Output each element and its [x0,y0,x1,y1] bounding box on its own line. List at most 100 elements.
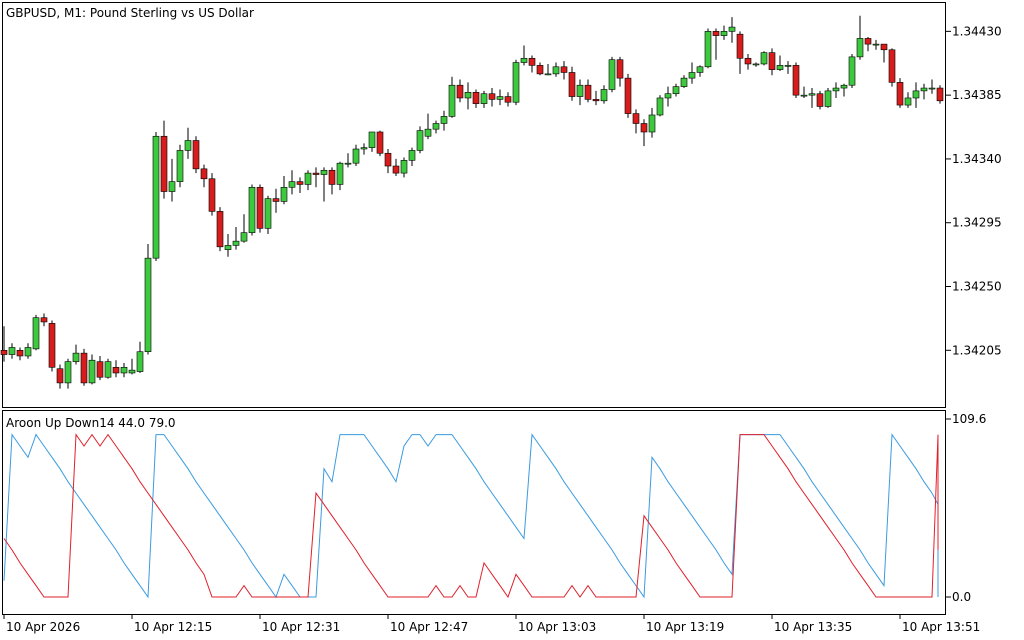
candle-body [392,165,400,174]
candle-body [752,63,760,66]
candle-body [112,367,120,374]
time-tick-label: 10 Apr 13:35 [774,620,852,634]
candle-body [584,84,592,100]
candle-body [456,84,464,99]
candle-body [64,361,72,384]
time-axis: 10 Apr 2026 10 Apr 12:15 10 Apr 12:31 10 Ap… [3,614,980,634]
candle-body [736,33,744,59]
candle-body [216,211,224,248]
candle-body [208,178,216,212]
candle-body [48,323,56,368]
candle-body [472,92,480,104]
candle-body [728,26,736,32]
candle-body [848,56,856,86]
candle-body [536,65,544,75]
indicator-tick-label: 0.0 [952,590,971,604]
candle-body [128,369,136,374]
time-tick-label: 10 Apr 13:51 [902,620,980,634]
candle-body [656,97,664,116]
candle-body [408,150,416,161]
candle-body [360,147,368,150]
candle-body [464,92,472,99]
main-panel-frame [2,2,946,408]
candle-body [496,96,504,100]
price-tick-label: 1.34295 [952,216,1002,230]
candle-body [224,245,232,250]
candle-body [264,198,272,229]
candle-body [336,162,344,185]
candle-body [760,52,768,65]
candle-body [96,361,104,378]
candle-body [296,181,304,185]
candle-body [256,186,264,229]
candle-body [640,123,648,133]
candle-body [32,317,40,350]
candle-body [616,59,624,79]
candle-body [568,72,576,97]
candle-body [672,86,680,95]
candle-body [512,62,520,103]
candle-body [936,87,944,102]
candle-body [664,93,672,99]
candle-body [784,65,792,67]
candle-body [312,172,320,175]
candle-body [488,93,496,100]
candle-body [176,150,184,182]
time-tick-label: 10 Apr 13:19 [646,620,724,634]
candle-body [104,361,112,378]
candle-body [320,169,328,175]
candle-body [288,181,296,188]
candle-body [192,140,200,170]
candle-body [824,90,832,107]
candle-body [608,59,616,90]
candle-body [480,93,488,104]
candle-body [448,84,456,117]
candle-body [688,72,696,79]
candle-body [560,66,568,73]
candle-body [352,148,360,164]
candle-body [816,93,824,107]
candle-body [592,99,600,102]
candle-body [232,240,240,246]
candle-body [928,87,936,90]
time-tick-label: 10 Apr 12:15 [134,620,212,634]
candle-body [416,130,424,151]
candle-body [376,131,384,154]
candle-body [576,84,584,97]
time-tick-label: 10 Apr 2026 [6,620,80,634]
candle-body [424,128,432,137]
candle-body [600,89,608,102]
candle-body [912,90,920,99]
candle-body [808,93,816,96]
candle-body [712,31,720,36]
candle-body [344,162,352,165]
candle-body [144,257,152,353]
candle-body [552,66,560,75]
candle-body [696,66,704,73]
candle-body [904,97,912,106]
candle-body [720,31,728,36]
candle-body [920,87,928,92]
candle-body [440,116,448,124]
candle-body [168,181,176,192]
candle-body [624,77,632,114]
candle-body [152,135,160,259]
candle-body [744,57,752,65]
candle-body [88,359,96,384]
candle-body [56,368,64,384]
candle-body [160,135,168,192]
candlestick-series [0,15,944,389]
candle-body [680,77,688,87]
candle-body [776,65,784,70]
candle-body [704,31,712,68]
candle-body [432,123,440,130]
candle-body [136,351,144,372]
candle-body [24,347,32,357]
candle-body [880,43,888,51]
candle-body [0,349,8,355]
time-tick-label: 10 Apr 12:47 [390,620,468,634]
candle-body [240,232,248,242]
candle-body [832,87,840,92]
